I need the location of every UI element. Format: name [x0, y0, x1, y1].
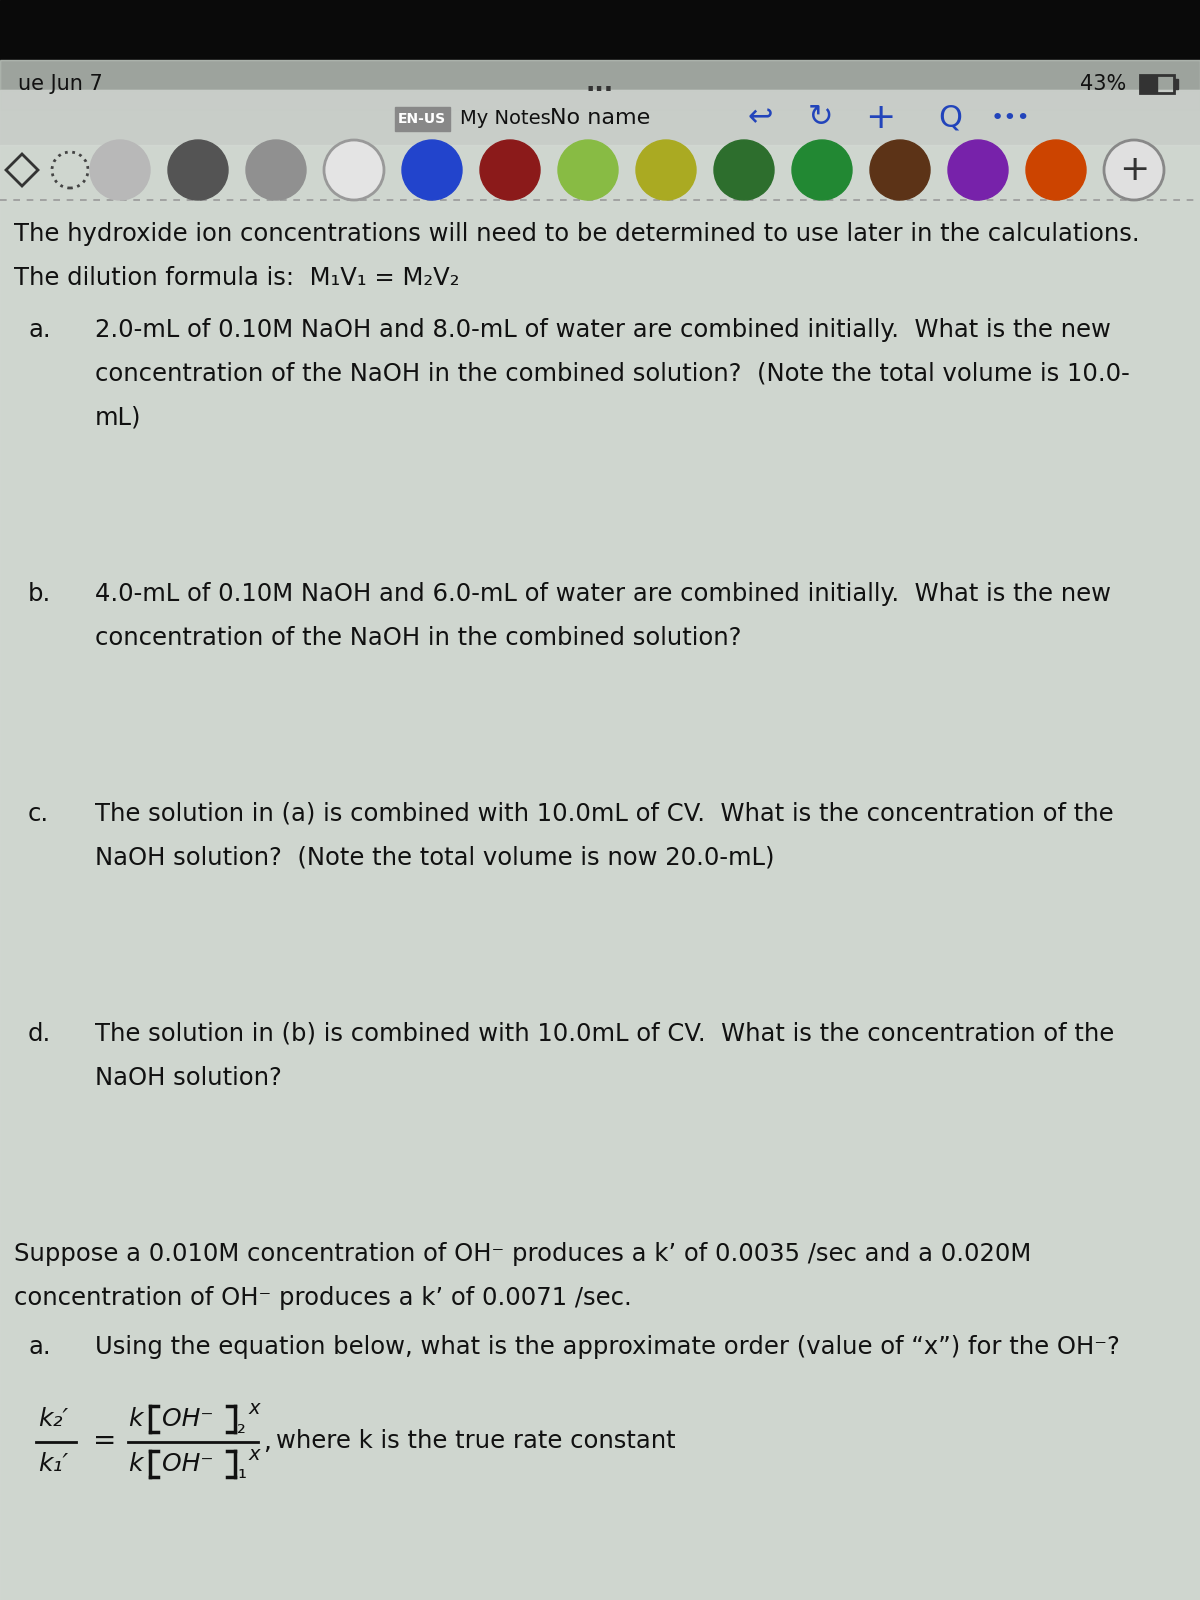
Text: where k is the true rate constant: where k is the true rate constant	[276, 1429, 676, 1453]
Text: OH⁻: OH⁻	[162, 1453, 214, 1475]
Text: NaOH solution?  (Note the total volume is now 20.0-mL): NaOH solution? (Note the total volume is…	[95, 846, 774, 870]
Text: ...: ...	[586, 72, 614, 96]
Text: concentration of the NaOH in the combined solution?  (Note the total volume is 1: concentration of the NaOH in the combine…	[95, 362, 1129, 386]
Text: d.: d.	[28, 1022, 52, 1046]
Text: NaOH solution?: NaOH solution?	[95, 1066, 282, 1090]
Bar	[1141, 75, 1157, 91]
Text: The hydroxide ion concentrations will need to be determined to use later in the : The hydroxide ion concentrations will ne…	[14, 222, 1140, 246]
Text: +: +	[1118, 154, 1150, 187]
Bar	[1140, 75, 1174, 93]
Text: The solution in (a) is combined with 10.0mL of CV.  What is the concentration of: The solution in (a) is combined with 10.…	[95, 802, 1114, 826]
Bar	[395, 107, 450, 131]
Circle shape	[246, 141, 306, 200]
Text: b.: b.	[28, 582, 52, 606]
Circle shape	[948, 141, 1008, 200]
Text: Using the equation below, what is the approximate order (value of “x”) for the O: Using the equation below, what is the ap…	[95, 1334, 1120, 1358]
Text: ₁: ₁	[238, 1462, 246, 1482]
Text: •••: •••	[990, 109, 1030, 128]
Text: The solution in (b) is combined with 10.0mL of CV.  What is the concentration of: The solution in (b) is combined with 10.…	[95, 1022, 1115, 1046]
Circle shape	[870, 141, 930, 200]
Text: ↩: ↩	[748, 104, 773, 133]
Text: concentration of the NaOH in the combined solution?: concentration of the NaOH in the combine…	[95, 626, 742, 650]
Text: The dilution formula is:  M₁V₁ = M₂V₂: The dilution formula is: M₁V₁ = M₂V₂	[14, 266, 460, 290]
Text: Q: Q	[938, 104, 962, 133]
Circle shape	[792, 141, 852, 200]
Circle shape	[1104, 141, 1164, 200]
Text: 43%: 43%	[1080, 74, 1127, 94]
Text: No name: No name	[550, 109, 650, 128]
Bar	[0, 90, 1200, 146]
Circle shape	[1026, 141, 1086, 200]
Bar	[0, 90, 1200, 146]
Text: x: x	[250, 1400, 260, 1419]
Bar	[0, 0, 1200, 59]
Text: ₂: ₂	[238, 1418, 246, 1437]
Text: ↻: ↻	[808, 104, 833, 133]
Circle shape	[558, 141, 618, 200]
Text: EN-US: EN-US	[398, 112, 446, 126]
Text: c.: c.	[28, 802, 49, 826]
Text: My Notes: My Notes	[460, 109, 551, 128]
Text: k: k	[128, 1406, 143, 1430]
Text: concentration of OH⁻ produces a k’ of 0.0071 /sec.: concentration of OH⁻ produces a k’ of 0.…	[14, 1286, 631, 1310]
Text: 2.0-mL of 0.10M NaOH and 8.0-mL of water are combined initially.  What is the ne: 2.0-mL of 0.10M NaOH and 8.0-mL of water…	[95, 318, 1111, 342]
Text: k₁′: k₁′	[38, 1453, 68, 1475]
Text: a.: a.	[28, 318, 50, 342]
Text: ,: ,	[263, 1429, 271, 1453]
Bar	[1174, 78, 1178, 90]
Circle shape	[480, 141, 540, 200]
Text: k: k	[128, 1453, 143, 1475]
Text: mL): mL)	[95, 406, 142, 430]
Text: k₂′: k₂′	[38, 1406, 68, 1430]
Bar	[0, 59, 1200, 90]
Text: +: +	[865, 101, 895, 134]
Text: Suppose a 0.010M concentration of OH⁻ produces a k’ of 0.0035 /sec and a 0.020M: Suppose a 0.010M concentration of OH⁻ pr…	[14, 1242, 1031, 1266]
Circle shape	[636, 141, 696, 200]
Circle shape	[714, 141, 774, 200]
Text: OH⁻: OH⁻	[162, 1406, 214, 1430]
Circle shape	[168, 141, 228, 200]
Circle shape	[324, 141, 384, 200]
Text: x: x	[250, 1445, 260, 1464]
Text: =: =	[94, 1427, 116, 1456]
Text: 4.0-mL of 0.10M NaOH and 6.0-mL of water are combined initially.  What is the ne: 4.0-mL of 0.10M NaOH and 6.0-mL of water…	[95, 582, 1111, 606]
Text: ue Jun 7: ue Jun 7	[18, 74, 103, 94]
Text: a.: a.	[28, 1334, 50, 1358]
Circle shape	[402, 141, 462, 200]
Circle shape	[90, 141, 150, 200]
Bar	[0, 59, 1200, 110]
